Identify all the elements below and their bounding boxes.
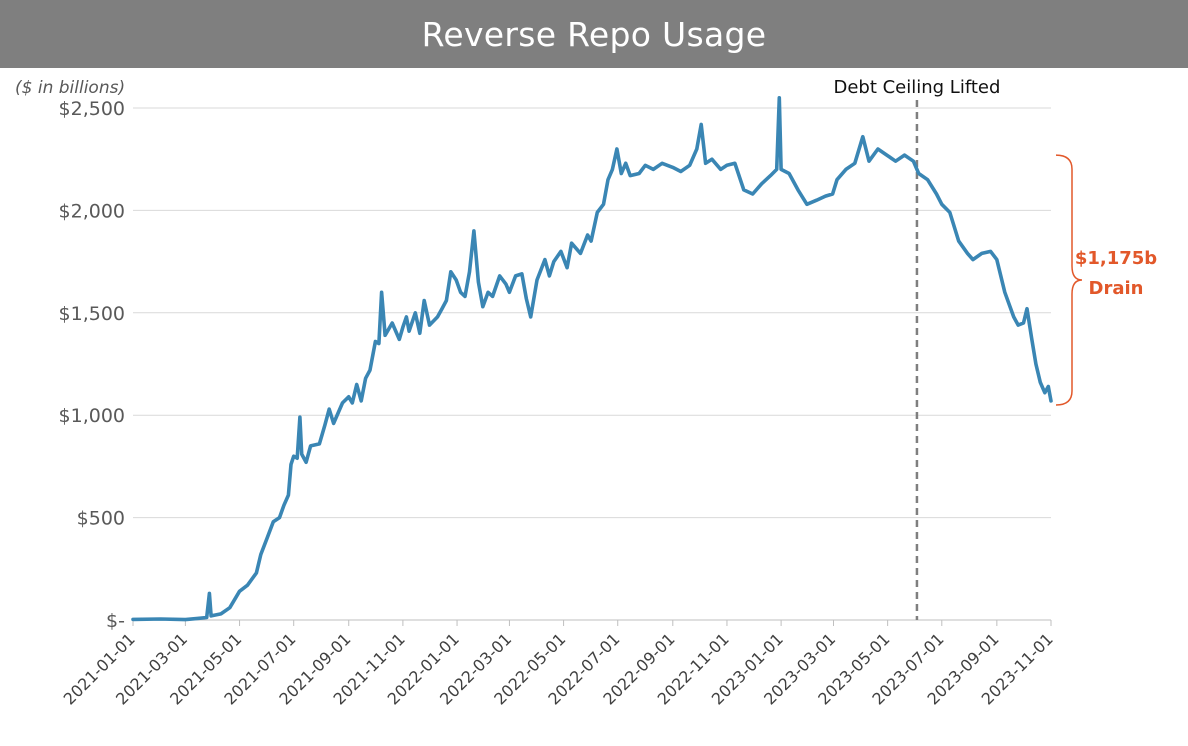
y-tick-label: $2,000	[59, 200, 125, 222]
brace-shape	[1055, 154, 1083, 406]
drain-label-text: Drain	[1089, 278, 1144, 299]
drain-label-amount: $1,175b	[1075, 248, 1157, 269]
debt-ceiling-label: Debt Ceiling Lifted	[833, 77, 1000, 98]
y-tick-label: $2,500	[59, 98, 125, 120]
chart-title-bar: Reverse Repo Usage	[0, 0, 1188, 68]
y-tick-label: $500	[77, 508, 125, 530]
chart-title: Reverse Repo Usage	[421, 14, 767, 54]
y-tick-label: $-	[106, 610, 125, 632]
unit-note: ($ in billions)	[15, 78, 125, 98]
x-axis: 2021-01-012021-03-012021-05-012021-07-01…	[60, 620, 1057, 709]
gridlines	[133, 107, 1051, 621]
drain-brace: $1,175b Drain	[1055, 154, 1157, 406]
series-line-reverse-repo	[131, 96, 1053, 622]
debt-ceiling-marker: Debt Ceiling Lifted	[833, 77, 1000, 620]
y-axis-ticks: $- $500 $1,000 $1,500 $2,000 $2,500	[59, 98, 125, 632]
y-tick-label: $1,500	[59, 303, 125, 325]
y-tick-label: $1,000	[59, 405, 125, 427]
